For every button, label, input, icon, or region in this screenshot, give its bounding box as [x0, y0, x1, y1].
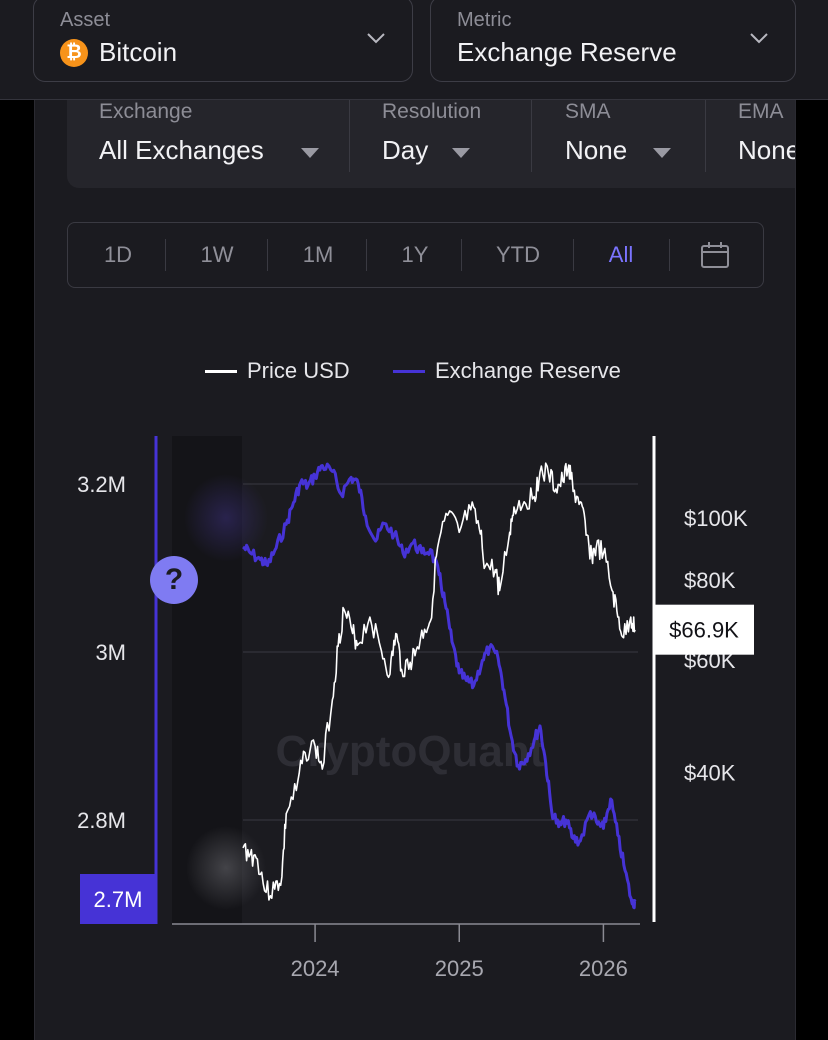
- range-divider: [669, 239, 670, 271]
- series-line-price-usd: [242, 462, 636, 901]
- left-axis-ticks: 3.2M 3M 2.8M: [77, 472, 126, 833]
- right-axis-tick-label: $80K: [684, 568, 736, 593]
- current-value-markers: 2.7M $66.9K: [80, 604, 754, 924]
- right-current-value-label: $66.9K: [669, 618, 739, 643]
- range-divider: [366, 239, 367, 271]
- left-axis-tick-label: 3M: [95, 640, 126, 665]
- range-button-1d[interactable]: 1D: [103, 242, 133, 267]
- calendar-icon[interactable]: [700, 241, 730, 269]
- range-button-1m[interactable]: 1M: [302, 242, 334, 267]
- top-selector-bar: Asset ₿ Bitcoin Metric Exchange Reserve: [0, 0, 828, 100]
- range-button-ytd[interactable]: YTD: [496, 242, 540, 267]
- range-divider: [573, 239, 574, 271]
- range-divider: [267, 239, 268, 271]
- chart-series: [242, 462, 637, 910]
- ema-filter-value: None: [738, 135, 796, 165]
- bitcoin-icon: ₿: [60, 39, 88, 67]
- caret-down-icon: [301, 148, 319, 158]
- resolution-filter-value: Day: [382, 135, 429, 165]
- chart-glow-bottom: [186, 826, 266, 910]
- caret-down-icon: [452, 148, 470, 158]
- exchange-filter-value: All Exchanges: [99, 135, 264, 165]
- chart-glow-top: [184, 474, 268, 562]
- left-current-value-label: 2.7M: [94, 887, 143, 912]
- chart-panel: Exchange All Exchanges Resolution Day SM…: [34, 100, 796, 1040]
- x-axis-tick-label: 2025: [435, 956, 484, 981]
- legend-label-price[interactable]: Price USD: [247, 358, 350, 383]
- legend-swatch-reserve: [393, 370, 425, 373]
- sma-filter-label: SMA: [565, 100, 611, 123]
- filter-divider: [705, 100, 706, 172]
- chevron-down-icon: [367, 33, 385, 44]
- range-divider: [165, 239, 166, 271]
- left-axis-tick-label: 3.2M: [77, 472, 126, 497]
- range-divider: [461, 239, 462, 271]
- series-line-exchange-reserve: [242, 462, 637, 910]
- range-button-all[interactable]: All: [608, 242, 634, 267]
- caret-down-icon: [653, 148, 671, 158]
- legend-swatch-price: [205, 370, 237, 373]
- filter-divider: [531, 100, 532, 172]
- asset-selector-value: Bitcoin: [99, 37, 178, 67]
- chevron-down-icon: [750, 33, 768, 44]
- left-axis-tick-label: 2.8M: [77, 808, 126, 833]
- left-current-value-badge: [80, 874, 156, 924]
- range-button-1y[interactable]: 1Y: [401, 242, 429, 267]
- right-current-value-badge: [654, 604, 754, 655]
- exchange-filter-label: Exchange: [99, 100, 193, 123]
- metric-selector[interactable]: Metric Exchange Reserve: [430, 0, 796, 82]
- filter-bar: Exchange All Exchanges Resolution Day SM…: [67, 100, 796, 188]
- x-axis-tick-label: 2026: [579, 956, 628, 981]
- metric-selector-label: Metric: [457, 9, 512, 31]
- chart-legend: Price USD Exchange Reserve: [35, 358, 795, 388]
- time-range-selector: 1D 1W 1M 1Y YTD All: [67, 222, 764, 288]
- asset-selector[interactable]: Asset ₿ Bitcoin: [33, 0, 413, 82]
- x-axis-ticks: 2024 2025 2026: [291, 924, 628, 981]
- range-button-1w[interactable]: 1W: [200, 242, 234, 267]
- filter-divider: [349, 100, 350, 172]
- help-button[interactable]: ?: [150, 556, 198, 604]
- right-axis-tick-label: $100K: [684, 506, 748, 531]
- resolution-filter-label: Resolution: [382, 100, 482, 123]
- right-axis-tick-label: $40K: [684, 761, 736, 786]
- ema-filter-label: EMA: [738, 100, 784, 123]
- sma-filter-value: None: [565, 135, 628, 165]
- x-axis-tick-label: 2024: [291, 956, 340, 981]
- metric-selector-value: Exchange Reserve: [457, 37, 677, 67]
- asset-selector-label: Asset: [60, 9, 111, 31]
- legend-label-reserve[interactable]: Exchange Reserve: [435, 358, 621, 383]
- chart-watermark: CryptoQuant: [276, 727, 545, 776]
